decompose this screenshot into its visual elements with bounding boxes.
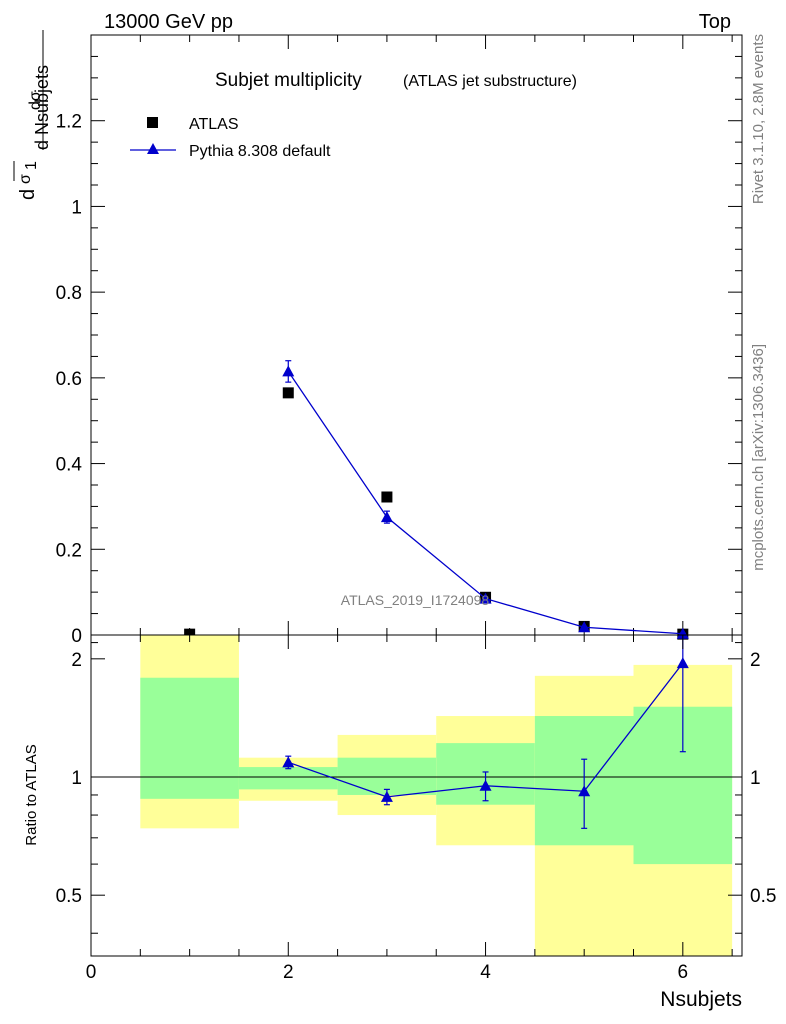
chart-subtitle: (ATLAS jet substructure)	[403, 73, 577, 90]
ylabel-one: 1	[23, 161, 40, 170]
legend-atlas-label: ATLAS	[189, 116, 239, 133]
ratio-band-inner	[238, 767, 338, 790]
main-y-tick-label: 0.8	[56, 283, 82, 304]
analysis-label: ATLAS_2019_I1724098	[341, 592, 490, 608]
ratio-panel: 0.5 0.5 1 1 2 2 0 2 4 6 Ratio to ATLAS Nsubjets	[23, 634, 776, 1011]
main-y-tick-label: 0.2	[56, 540, 82, 561]
ylabel-d: d	[17, 189, 39, 200]
ylabel-dn: d Nsubjets	[32, 65, 52, 150]
pythia-data-point	[578, 621, 591, 633]
pythia-data-point	[676, 627, 689, 639]
x-tick-label: 2	[283, 962, 294, 983]
atlas-data-point	[381, 491, 393, 503]
atlas-data-point	[184, 628, 196, 640]
main-panel: 0 0.2 0.4 0.6 0.8 1 1.2 Subjet multiplicity (A…	[13, 30, 743, 647]
ratio-data-point	[380, 790, 393, 802]
ratio-y-tick-label: 2	[71, 650, 82, 671]
ratio-y-tick-label-right: 0.5	[750, 886, 776, 907]
main-data-marks	[184, 360, 689, 640]
ratio-uncertainty-bands	[140, 635, 733, 956]
x-tick-label: 6	[678, 962, 689, 983]
atlas-data-point	[282, 387, 294, 399]
main-y-tick-label: 1.2	[56, 112, 82, 133]
rivet-version-label: Rivet 3.1.10, 2.8M events	[750, 34, 767, 204]
main-y-tick-label: 0	[71, 626, 82, 647]
pythia-data-point	[479, 592, 492, 604]
header-process-label: Top	[699, 11, 731, 33]
ratio-band-inner	[337, 757, 437, 795]
ratio-y-tick-label: 0.5	[56, 886, 82, 907]
main-y-tick-label: 1	[71, 197, 82, 218]
ratio-data-point	[479, 779, 492, 791]
ratio-axis-ticks: 0.5 0.5 1 1 2 2 0 2 4 6	[56, 635, 776, 983]
legend-atlas-marker	[147, 117, 158, 128]
legend-pythia-marker	[147, 143, 159, 154]
ratio-plot-frame	[90, 634, 743, 957]
ratio-data-point	[676, 657, 689, 669]
x-tick-label: 4	[480, 962, 491, 983]
main-y-axis-label: d 1 σ dσ d Nsubjets	[13, 30, 52, 200]
ratio-y-tick-label: 1	[71, 768, 82, 789]
ratio-y-axis-label: Ratio to ATLAS	[23, 744, 40, 845]
ratio-data-marks	[282, 634, 689, 829]
ratio-y-tick-label-right: 2	[750, 650, 761, 671]
main-y-tick-label: 0.6	[56, 369, 82, 390]
ylabel-sigma: σ	[17, 174, 34, 184]
x-tick-label: 0	[86, 962, 97, 983]
chart-title: Subjet multiplicity	[215, 70, 362, 91]
legend-pythia-label: Pythia 8.308 default	[189, 143, 331, 160]
legend: ATLAS Pythia 8.308 default	[130, 116, 331, 160]
ylabel-dsigma: dσ	[27, 91, 44, 110]
header-energy-label: 13000 GeV pp	[104, 11, 233, 33]
x-axis-label: Nsubjets	[660, 988, 742, 1011]
main-axis-ticks: 0 0.2 0.4 0.6 0.8 1 1.2	[56, 35, 742, 647]
ratio-data-point	[578, 785, 591, 797]
pythia-data-point	[380, 511, 393, 523]
mcplots-reference-label: mcplots.cern.ch [arXiv:1306.3436]	[750, 344, 767, 571]
ratio-y-tick-label-right: 1	[750, 768, 761, 789]
ratio-band-inner	[140, 677, 239, 799]
ratio-data-point	[282, 756, 295, 768]
pythia-data-point	[282, 365, 295, 377]
main-y-tick-label: 0.4	[56, 455, 83, 476]
